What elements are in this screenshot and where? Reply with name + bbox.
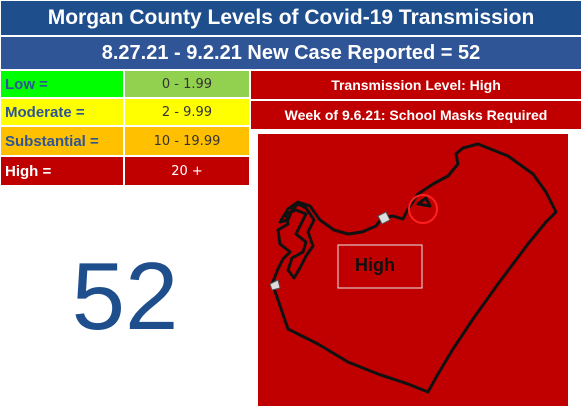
transmission-level: Transmission Level: High (250, 70, 582, 100)
town-marker (377, 211, 391, 225)
county-outline (270, 142, 558, 394)
level-label: Low = (0, 70, 124, 98)
map-background (258, 134, 568, 406)
county-map: High (258, 134, 568, 406)
level-range: 2 - 9.99 (124, 98, 250, 126)
location-circle (408, 194, 438, 224)
level-range: 20 + (124, 156, 250, 186)
level-label: High = (0, 156, 124, 186)
level-label: Substantial = (0, 126, 124, 156)
case-count: 52 (71, 242, 179, 350)
level-range: 0 - 1.99 (124, 70, 250, 98)
subtitle: 8.27.21 - 9.2.21 New Case Reported = 52 (0, 36, 582, 70)
title: Morgan County Levels of Covid-19 Transmi… (0, 0, 582, 36)
label-box (337, 244, 423, 289)
map-label: High (355, 255, 395, 275)
town-marker (269, 279, 281, 291)
level-label: Moderate = (0, 98, 124, 126)
week-note: Week of 9.6.21: School Masks Required (250, 100, 582, 130)
level-range: 10 - 19.99 (124, 126, 250, 156)
